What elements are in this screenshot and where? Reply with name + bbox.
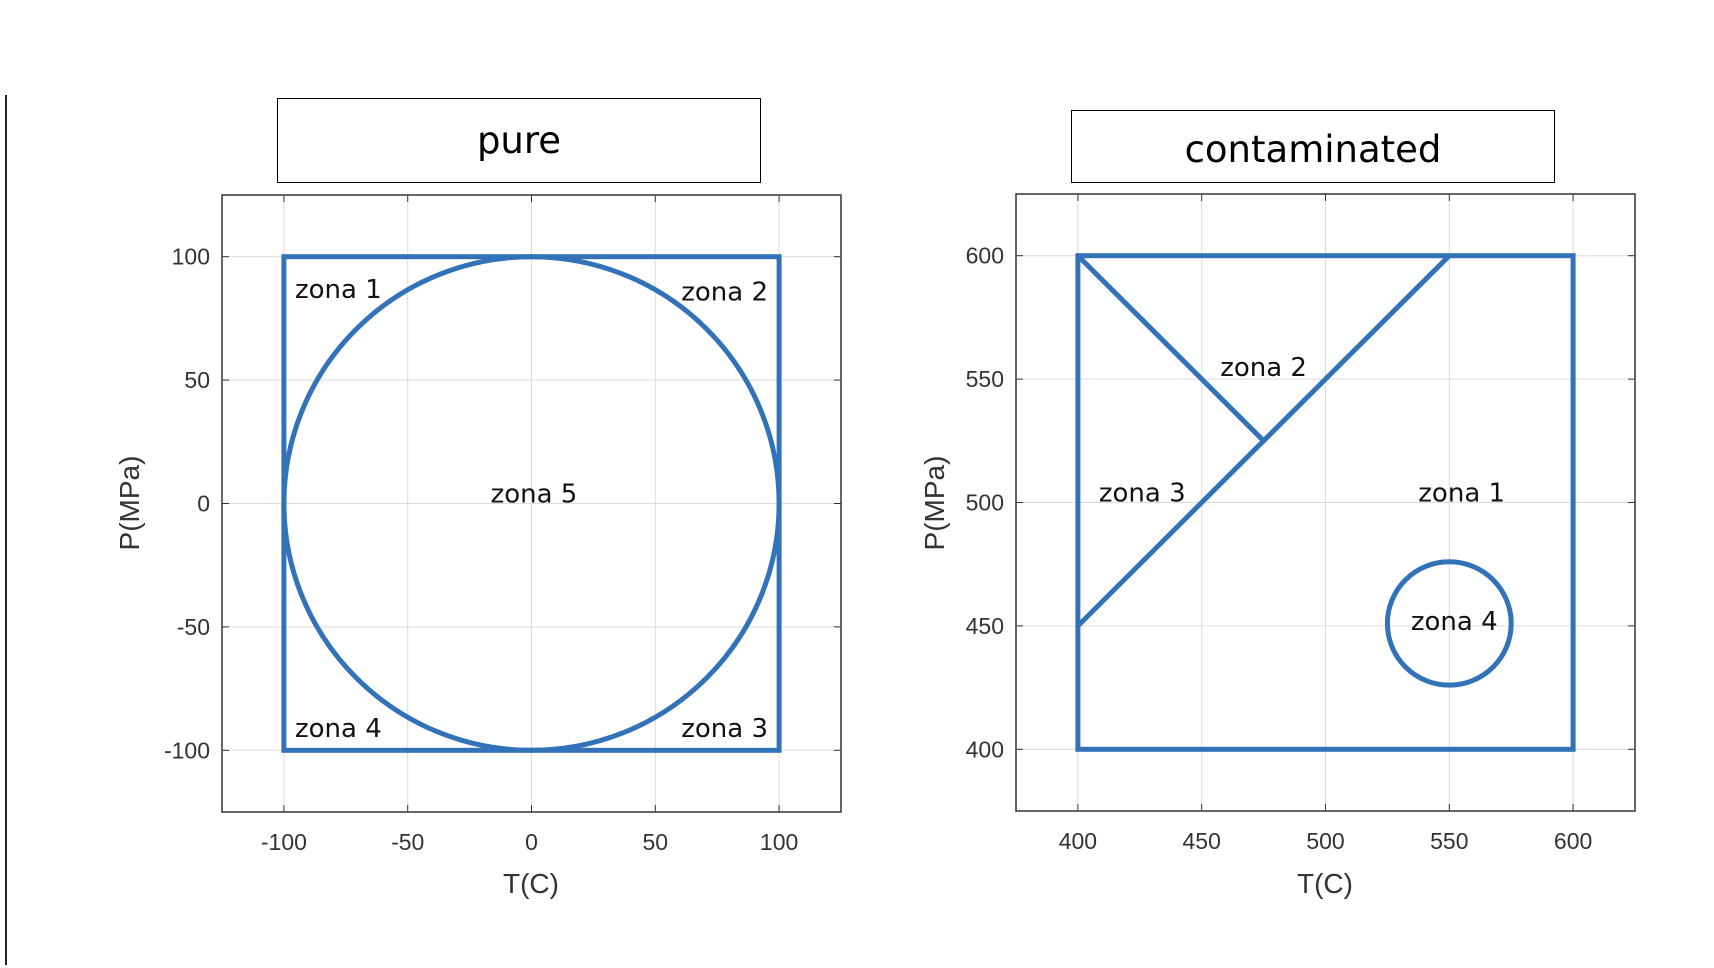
x-tick-label: 450	[1183, 828, 1221, 854]
tick-labels: 400 450 500 550 600 400 450 500 550 600	[966, 243, 1593, 854]
y-tick-label: -100	[164, 737, 210, 763]
x-axis-label: T(C)	[503, 868, 559, 899]
y-tick-label: 400	[966, 736, 1004, 762]
zone-label: zona 2	[1220, 353, 1307, 383]
x-tick-label: 50	[643, 829, 669, 855]
zone-label: zona 3	[681, 714, 768, 744]
x-tick-label: -50	[391, 829, 424, 855]
zone-boundary-line	[1075, 253, 1267, 444]
left-edge-rule	[5, 95, 7, 965]
tick-marks	[1016, 194, 1635, 811]
zone-label: zona 1	[1418, 479, 1505, 509]
zone-labels: zona 2 zona 3 zona 1 zona 4	[1099, 353, 1505, 637]
zone-shapes	[1075, 253, 1576, 752]
y-tick-label: -50	[177, 614, 210, 640]
zone-shapes	[281, 254, 782, 753]
y-tick-label: 550	[966, 366, 1004, 392]
tick-labels: -100 -50 0 50 100 -100 -50 0 50 100	[164, 244, 798, 855]
chart-title-contaminated: contaminated	[1071, 110, 1555, 183]
y-axis-label: P(MPa)	[919, 456, 950, 551]
y-tick-label: 450	[966, 613, 1004, 639]
x-tick-label: 600	[1554, 828, 1592, 854]
tick-marks	[222, 195, 841, 812]
chart-title-pure: pure	[277, 98, 761, 183]
zone-boundary-rect	[1075, 253, 1576, 752]
y-tick-label: 100	[172, 244, 210, 270]
zone-label: zona 5	[491, 480, 578, 510]
x-tick-label: 0	[525, 829, 538, 855]
zone-label: zona 1	[295, 275, 382, 305]
zone-label: zona 3	[1099, 479, 1186, 509]
y-tick-label: 50	[184, 367, 210, 393]
x-tick-label: 550	[1430, 828, 1468, 854]
y-axis-label: P(MPa)	[114, 456, 145, 551]
x-tick-label: 100	[760, 829, 798, 855]
x-tick-label: 400	[1059, 828, 1097, 854]
zone-label: zona 2	[681, 277, 768, 307]
zone-labels: zona 1 zona 2 zona 5 zona 4 zona 3	[295, 275, 768, 744]
zone-boundary-circle	[1384, 559, 1514, 688]
zone-label: zona 4	[1411, 607, 1498, 637]
zone-label: zona 4	[295, 714, 382, 744]
y-tick-label: 600	[966, 243, 1004, 269]
zone-boundary-circle	[281, 254, 782, 753]
x-tick-label: -100	[261, 829, 307, 855]
y-tick-label: 500	[966, 490, 1004, 516]
x-axis-label: T(C)	[1297, 868, 1353, 899]
y-tick-label: 0	[197, 491, 210, 517]
x-tick-label: 500	[1306, 828, 1344, 854]
